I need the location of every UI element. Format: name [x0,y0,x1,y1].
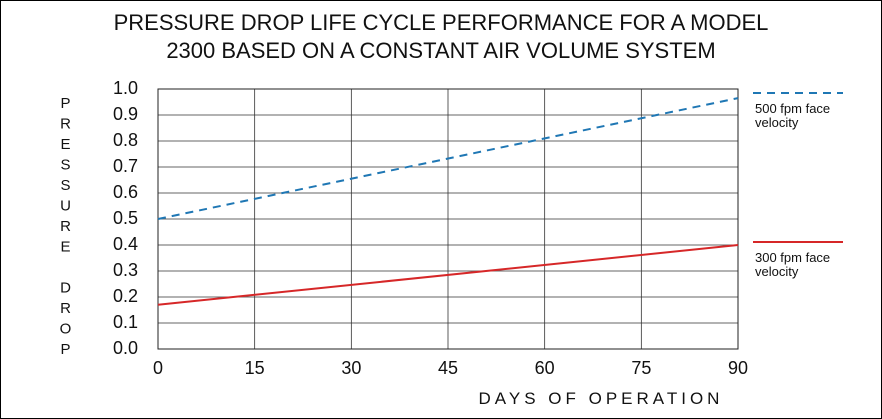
x-tick-label: 60 [535,358,555,378]
x-tick-label: 45 [438,358,458,378]
series-line [157,244,739,306]
y-tick-label: 0.1 [113,312,138,332]
x-tick-label: 75 [631,358,651,378]
y-tick-label: 0.2 [113,286,138,306]
y-tick-label: 0.5 [113,208,138,228]
legend-label: 300 fpm face velocity [755,250,831,279]
y-tick-label: 0.0 [113,338,138,358]
y-tick-label: 1.0 [113,78,138,98]
x-tick-label: 0 [153,358,163,378]
x-tick-label: 30 [341,358,361,378]
y-tick-label: 0.9 [113,104,138,124]
y-axis-label: PRESSURE DROP [57,95,74,362]
x-tick-label: 90 [728,358,748,378]
x-axis-label: DAYS OF OPERATION [478,389,724,408]
chart-title: PRESSURE DROP LIFE CYCLE PERFORMANCE FOR… [113,10,769,63]
y-tick-label: 0.4 [113,234,138,254]
y-tick-label: 0.7 [113,156,138,176]
y-tick-label: 0.6 [113,182,138,202]
y-tick-label: 0.3 [113,260,138,280]
x-tick-label: 15 [245,358,265,378]
series-line [157,97,739,220]
legend-label: 500 fpm face velocity [755,101,831,130]
y-tick-label: 0.8 [113,130,138,150]
